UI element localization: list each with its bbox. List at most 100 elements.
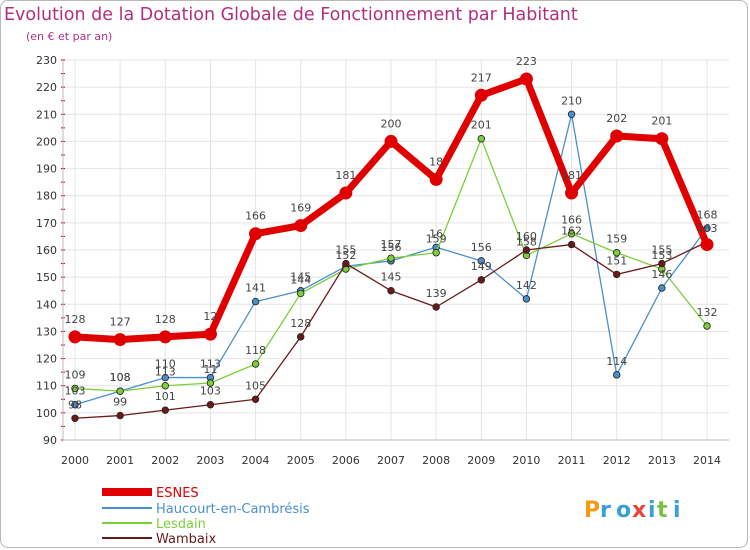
data-label: 168: [697, 208, 718, 221]
data-label: 132: [697, 306, 718, 319]
data-label: 128: [65, 313, 86, 326]
data-point: [477, 257, 485, 265]
logo-letter: o: [616, 498, 631, 523]
data-label: 128: [155, 313, 176, 326]
data-label: 12: [203, 310, 217, 323]
data-point: [477, 276, 485, 284]
data-point: [206, 401, 215, 409]
data-label: 158: [516, 235, 537, 248]
x-tick-label: 2008: [422, 454, 450, 467]
data-label: 114: [606, 355, 627, 368]
data-point: [613, 371, 621, 379]
data-point: [477, 135, 485, 143]
x-tick-label: 2004: [242, 454, 270, 467]
data-label: 202: [606, 112, 627, 125]
data-point: [297, 333, 305, 341]
data-label: 113: [200, 358, 221, 371]
data-label: 163: [697, 222, 718, 235]
data-point: [116, 387, 124, 395]
data-labels: 128 127 128 12 166 169 181 200 18 217 223 181 202 201…: [65, 55, 718, 411]
data-label: 113: [155, 366, 176, 379]
data-point: [565, 186, 579, 200]
data-label: 166: [561, 214, 582, 227]
data-label: 145: [381, 271, 402, 284]
data-label: 110: [155, 358, 176, 371]
data-label: 99: [113, 396, 127, 409]
y-tick-label: 160: [36, 244, 57, 257]
series-layer: [68, 72, 714, 422]
data-point: [158, 330, 172, 344]
data-label: 108: [110, 371, 131, 384]
chart-subtitle: (en € et par an): [26, 30, 113, 43]
data-point: [206, 379, 215, 387]
x-tick-label: 2002: [151, 454, 179, 467]
x-tick-label: 2013: [648, 454, 676, 467]
y-tick-label: 220: [36, 81, 57, 94]
data-point: [251, 297, 260, 306]
y-tick-label: 210: [36, 108, 57, 121]
data-point: [432, 249, 440, 257]
x-tick-label: 2010: [512, 454, 540, 467]
legend-label: ESNES: [156, 486, 199, 501]
data-point: [432, 303, 440, 311]
data-label: 156: [381, 241, 402, 254]
data-point: [567, 230, 576, 238]
legend-label: Lesdain: [156, 517, 206, 532]
x-tick-label: 2005: [287, 454, 315, 467]
data-label: 181: [335, 169, 356, 182]
data-label: 162: [561, 225, 582, 238]
data-point: [71, 414, 79, 422]
y-tick-label: 140: [36, 298, 57, 311]
legend-label: Haucourt-en-Cambrésis: [156, 502, 310, 517]
data-point: [429, 172, 443, 186]
logo-letter: r: [600, 498, 611, 523]
y-tick-label: 120: [36, 353, 57, 366]
x-tick-label: 2012: [603, 454, 631, 467]
data-label: 118: [245, 344, 266, 357]
data-label: 139: [426, 287, 447, 300]
data-point: [474, 88, 488, 102]
data-label: 141: [245, 282, 266, 295]
data-point: [522, 295, 531, 303]
data-label: 105: [245, 379, 266, 392]
data-label: 160: [516, 230, 537, 243]
data-label: 16: [429, 227, 443, 240]
data-point: [342, 259, 350, 268]
data-label: 109: [65, 368, 86, 381]
data-point: [203, 327, 217, 341]
data-point: [387, 287, 395, 295]
y-tick-label: 130: [36, 325, 57, 338]
data-label: 146: [651, 268, 672, 281]
data-label: 210: [561, 94, 582, 107]
x-tick-label: 2001: [106, 454, 134, 467]
data-point: [251, 360, 260, 368]
data-point: [384, 134, 398, 148]
data-label: 98: [68, 398, 82, 411]
y-tick-label: 230: [36, 54, 57, 67]
data-label: 108: [110, 371, 131, 384]
x-tick-label: 2011: [558, 454, 586, 467]
data-point: [161, 382, 169, 390]
data-point: [116, 411, 124, 420]
grid: [63, 59, 729, 441]
chart-title: Evolution de la Dotation Globale de Fonc…: [4, 5, 578, 25]
data-point: [68, 330, 82, 344]
data-label: 11: [203, 363, 217, 376]
data-point: [613, 270, 621, 279]
data-point: [161, 406, 169, 414]
data-point: [519, 72, 533, 86]
data-label: 142: [516, 279, 537, 292]
data-label: 217: [471, 71, 492, 84]
data-point: [658, 259, 666, 268]
data-point: [161, 373, 169, 382]
data-label: 18: [429, 155, 443, 168]
data-label: 103: [200, 385, 221, 398]
data-point: [71, 401, 79, 409]
data-label: 128: [290, 317, 311, 330]
data-label: 155: [651, 244, 672, 257]
data-point: [703, 322, 711, 330]
logo-letter: i: [648, 498, 656, 523]
data-label: 145: [290, 271, 311, 284]
